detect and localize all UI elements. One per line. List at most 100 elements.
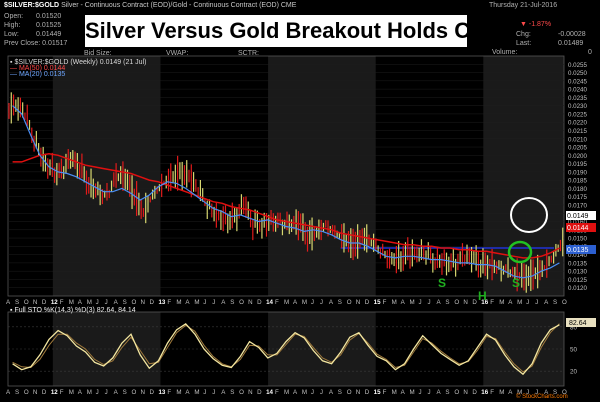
shoulder-right-label: S xyxy=(512,276,520,290)
stoch-month-label: 12 xyxy=(51,389,58,396)
volume-value: 0 xyxy=(588,49,592,56)
stoch-month-label: O xyxy=(562,389,567,396)
ma20-tag xyxy=(566,245,596,254)
stoch-k-line xyxy=(12,322,560,376)
price-tick-label: 0.0160 xyxy=(568,219,587,226)
price-tick-label: 0.0150 xyxy=(568,236,587,243)
high-value: 0.01525 xyxy=(36,22,62,29)
month-label: M xyxy=(69,299,74,306)
stockcharts-credit: © StockCharts.com xyxy=(516,394,568,400)
header-symbol-line: $SILVER:$GOLD Silver - Continuous Contra… xyxy=(4,1,296,10)
month-label: S xyxy=(15,299,19,306)
last-tag xyxy=(566,211,596,220)
price-y-axis: 0.01200.01250.01300.01350.01400.01450.01… xyxy=(568,62,587,292)
stoch-month-label: S xyxy=(553,389,557,396)
legend-ma20-text: MA(20) 0.0135 xyxy=(18,71,66,78)
last-tag-text: 0.0149 xyxy=(567,213,589,220)
stoch-month-label: F xyxy=(60,389,64,396)
ma50-tag xyxy=(566,223,596,232)
open-row: Open: 0.01520 xyxy=(4,12,61,21)
stoch-month-label: M xyxy=(517,389,522,396)
symbol: $SILVER:$GOLD xyxy=(4,2,60,9)
stoch-month-label: A xyxy=(329,389,334,396)
stoch-month-label: S xyxy=(338,389,342,396)
month-label: J xyxy=(427,299,430,306)
chg-label: Chg: xyxy=(516,31,531,38)
month-label: A xyxy=(401,299,406,306)
stoch-tag xyxy=(566,318,596,327)
open-value: 0.01520 xyxy=(36,13,62,20)
month-label: O xyxy=(454,299,459,306)
stoch-month-label: M xyxy=(499,389,504,396)
price-tags: 0.0149 0.0144 0.0135 xyxy=(566,211,596,254)
month-label: N xyxy=(141,299,145,306)
stoch-month-label: N xyxy=(356,389,360,396)
month-label: F xyxy=(490,299,494,306)
stoch-month-label: M xyxy=(284,389,289,396)
stoch-month-label: A xyxy=(293,389,298,396)
price-tick-label: 0.0185 xyxy=(568,178,587,185)
year-band xyxy=(268,56,376,296)
price-tick-label: 0.0250 xyxy=(568,70,587,77)
prev-close-row: Prev Close: 0.01517 xyxy=(4,39,67,48)
price-frame xyxy=(7,55,565,297)
month-label: J xyxy=(203,299,206,306)
stoch-month-label: F xyxy=(490,389,494,396)
month-label: J xyxy=(526,299,529,306)
month-label: M xyxy=(87,299,92,306)
stoch-year-band xyxy=(52,312,161,386)
month-label: F xyxy=(167,299,171,306)
price-tick-label: 0.0210 xyxy=(568,136,587,143)
stoch-month-label: J xyxy=(427,389,430,396)
month-label: A xyxy=(185,299,190,306)
stoch-month-label: F xyxy=(167,389,171,396)
stoch-year-band xyxy=(483,312,564,386)
stoch-tick-label: 80 xyxy=(570,324,577,331)
stoch-month-label: A xyxy=(544,389,549,396)
title-banner: Silver Versus Gold Breakout Holds Chart xyxy=(84,14,512,48)
stoch-month-label: M xyxy=(302,389,307,396)
stoch-month-label: M xyxy=(392,389,397,396)
stoch-month-label: 15 xyxy=(374,389,381,396)
month-label: J xyxy=(320,299,323,306)
price-tick-label: 0.0200 xyxy=(568,153,587,160)
stoch-month-label: M xyxy=(176,389,181,396)
month-label: M xyxy=(410,299,415,306)
month-label: A xyxy=(508,299,513,306)
ma20-tag-text: 0.0135 xyxy=(567,247,589,254)
month-label: S xyxy=(338,299,342,306)
price-tick-label: 0.0220 xyxy=(568,120,587,127)
stoch-month-label: D xyxy=(365,389,370,396)
stoch-month-label: S xyxy=(123,389,127,396)
price-tick-label: 0.0230 xyxy=(568,103,587,110)
stoch-month-label: S xyxy=(230,389,234,396)
stoch-month-label: J xyxy=(320,389,323,396)
stoch-month-label: F xyxy=(275,389,279,396)
stoch-d-line xyxy=(12,323,560,373)
stoch-month-label: 14 xyxy=(266,389,273,396)
stoch-month-label: N xyxy=(463,389,467,396)
stoch-month-label: D xyxy=(42,389,47,396)
month-label: S xyxy=(553,299,557,306)
month-label: N xyxy=(248,299,252,306)
stoch-month-label: O xyxy=(454,389,459,396)
stoch-y-axis: 20 50 80 xyxy=(570,324,577,375)
stoch-month-label: O xyxy=(347,389,352,396)
breakout-circle xyxy=(510,197,548,233)
month-label: M xyxy=(284,299,289,306)
legend-ma50-text: MA(50) 0.0144 xyxy=(18,65,66,72)
month-label: O xyxy=(132,299,137,306)
stoch-month-label: D xyxy=(472,389,477,396)
shoulder-left-label: S xyxy=(438,276,446,290)
stoch-month-label: S xyxy=(15,389,19,396)
year-bands xyxy=(7,55,565,297)
stoch-month-label: J xyxy=(419,389,422,396)
gridlines xyxy=(8,64,564,288)
year-band xyxy=(52,56,161,296)
price-tick-label: 0.0215 xyxy=(568,128,587,135)
legend-ma50: — MA(50) 0.0144 xyxy=(10,65,66,72)
month-label: A xyxy=(221,299,226,306)
vwap-label: VWAP: xyxy=(166,50,189,57)
stoch-x-axis: A S O N D 12 F M A M J J A S O N D 13 F M A M J J A S O N D 14 F M A M J J A… xyxy=(6,389,567,396)
